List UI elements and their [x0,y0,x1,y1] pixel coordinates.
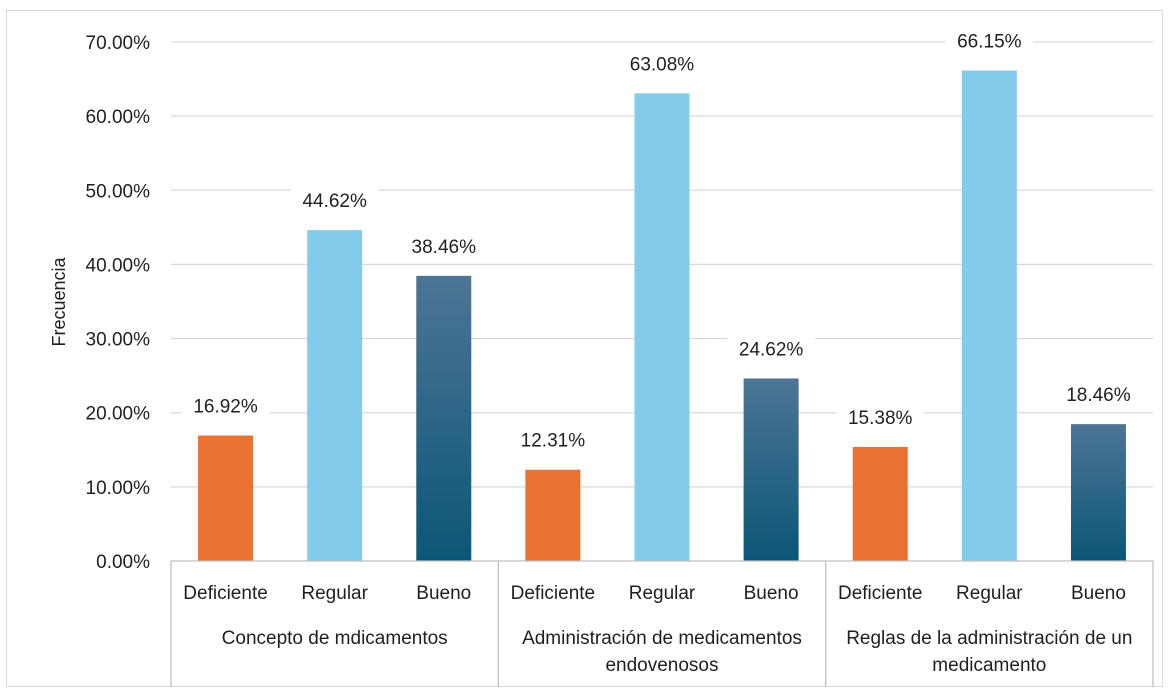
x-category-label: Deficiente [511,583,596,604]
data-label: 63.08% [630,54,695,75]
data-label-background [508,425,597,454]
data-label: 44.62% [302,191,367,212]
y-tick-label: 20.00% [86,404,151,425]
y-axis-label: Frecuencia [49,256,69,346]
x-category-label: Regular [956,583,1023,604]
x-category-label: Deficiente [838,583,923,604]
x-category-label: Bueno [1071,583,1126,604]
x-group-label: Administración de medicamentos [522,628,802,649]
data-label: 38.46% [412,237,477,258]
bar-bueno [416,275,472,561]
data-label-background [945,26,1034,55]
x-group-label: Concepto de mdicamentos [222,628,448,649]
data-label-background [1054,380,1143,409]
y-tick-label: 10.00% [86,478,151,499]
x-category-label: Deficiente [183,583,268,604]
data-label-background [618,49,706,78]
bar-deficiente [525,469,581,561]
x-category-label: Regular [301,583,368,604]
data-label-background [181,391,270,420]
x-group-label: Reglas de la administración de un [846,628,1132,649]
y-axis-ticks: 0.00% 10.00% 20.00% 30.00% 40.00% 50.00% 60.00… [86,33,151,573]
bar-bueno [743,378,799,561]
y-tick-label: 30.00% [86,330,151,351]
data-label-background [836,402,925,431]
bar-regular [634,93,690,561]
data-label: 16.92% [193,397,258,418]
data-labels: 16.92% 44.62% 38.46% 12.31% 63.08% 24.62% 15.3… [181,26,1143,454]
y-tick-label: 40.00% [86,255,151,276]
data-label-background [290,186,379,215]
data-label-background [727,334,816,363]
x-group-label: medicamento [932,655,1046,676]
x-group-label: endovenosos [605,655,718,676]
x-axis: Deficiente Regular Bueno Concepto de mdicam… [170,560,1154,687]
data-label: 66.15% [957,32,1022,53]
x-category-label: Regular [629,583,696,604]
data-label: 15.38% [848,408,913,429]
y-tick-label: 60.00% [86,107,151,128]
bar-regular [961,70,1017,562]
x-category-label: Bueno [744,583,799,604]
bars [198,70,1126,562]
x-category-label: Bueno [416,583,471,604]
bar-regular [307,230,363,562]
data-label: 18.46% [1066,385,1131,406]
y-tick-label: 70.00% [86,33,151,54]
data-label: 24.62% [739,339,804,360]
bar-deficiente [852,446,908,561]
bar-deficiente [198,435,254,561]
data-label: 12.31% [521,431,586,452]
y-tick-label: 50.00% [86,181,151,202]
bar-bueno [1070,424,1126,561]
y-tick-label: 0.00% [96,552,150,573]
data-label-background [399,231,488,260]
